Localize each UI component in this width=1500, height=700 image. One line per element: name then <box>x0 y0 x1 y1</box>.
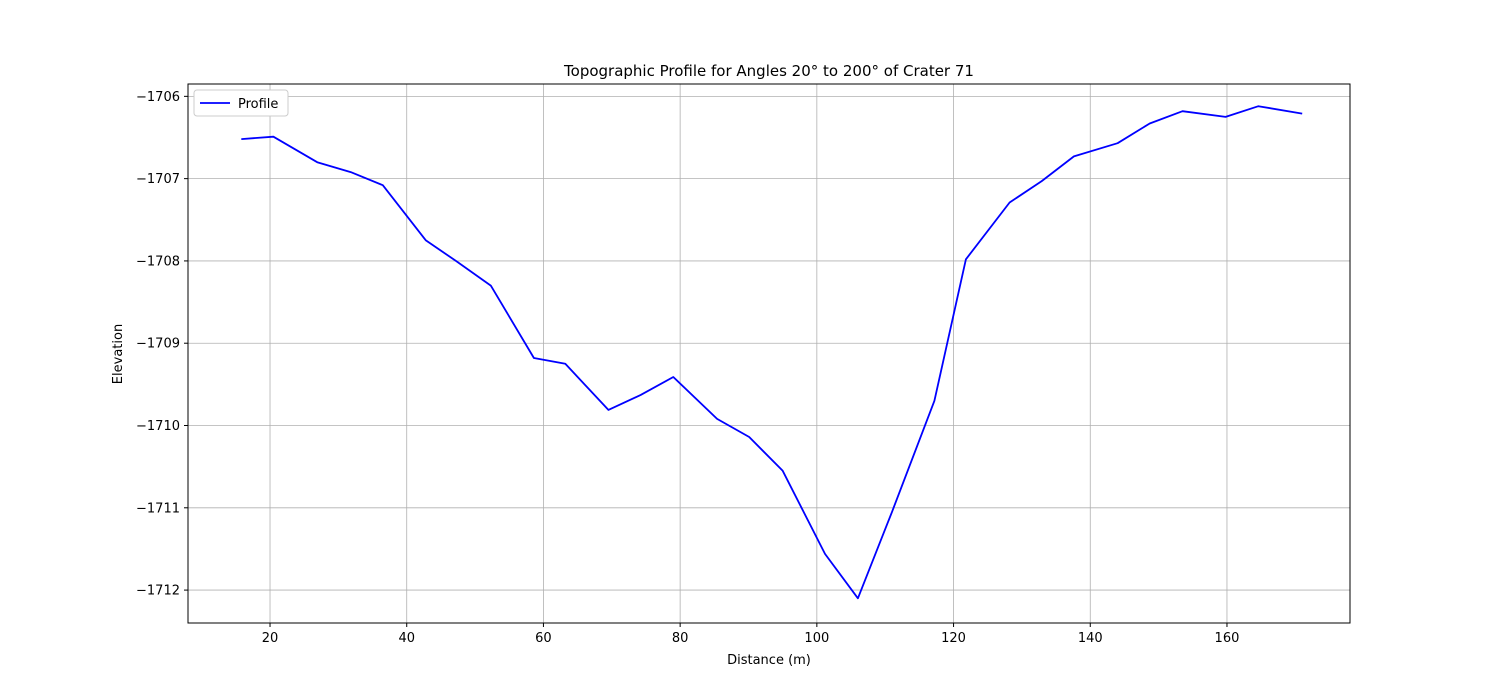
y-tick-label: −1712 <box>136 584 180 599</box>
x-tick-label: 160 <box>1215 631 1240 646</box>
series-line-profile <box>241 105 1303 600</box>
legend: Profile <box>193 89 289 117</box>
x-axis: 20 40 60 80 100 120 140 160 <box>262 623 1240 646</box>
x-tick-label: 80 <box>672 631 689 646</box>
grid <box>188 84 1350 623</box>
y-tick-label: −1711 <box>136 501 180 516</box>
x-axis-label: Distance (m) <box>727 653 811 668</box>
y-axis-label: Elevation <box>111 324 126 384</box>
legend-box <box>193 89 289 117</box>
series-layer <box>241 105 1303 600</box>
x-tick-label: 40 <box>398 631 415 646</box>
x-tick-label: 20 <box>262 631 279 646</box>
y-tick-label: −1709 <box>136 337 180 352</box>
y-tick-label: −1708 <box>136 254 180 269</box>
x-tick-label: 140 <box>1078 631 1103 646</box>
x-tick-label: 100 <box>804 631 829 646</box>
y-axis: −1712 −1711 −1710 −1709 −1708 −1707 −1706 <box>136 90 188 599</box>
chart-title: Topographic Profile for Angles 20° to 20… <box>563 62 974 80</box>
x-tick-label: 60 <box>535 631 552 646</box>
plot-frame <box>187 83 1351 624</box>
x-tick-label: 120 <box>941 631 966 646</box>
y-tick-label: −1707 <box>136 172 180 187</box>
y-tick-label: −1706 <box>136 90 180 105</box>
y-tick-label: −1710 <box>136 419 180 434</box>
legend-label-profile: Profile <box>238 97 278 112</box>
